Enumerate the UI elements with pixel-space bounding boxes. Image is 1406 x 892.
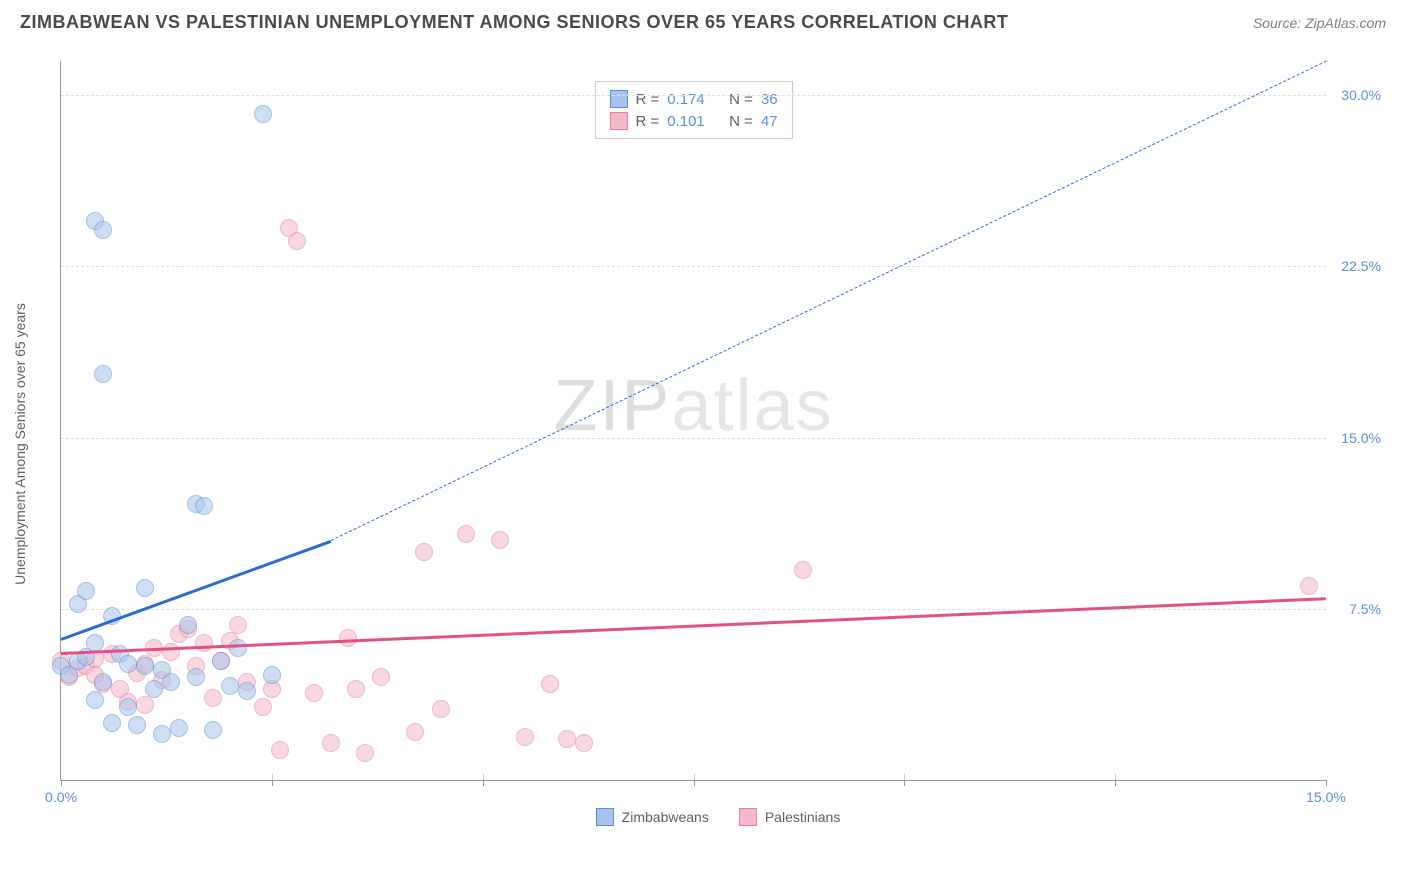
scatter-point-zimbabweans [86,691,104,709]
scatter-point-zimbabweans [153,725,171,743]
scatter-point-palestinians [794,561,812,579]
scatter-point-zimbabweans [195,497,213,515]
scatter-point-zimbabweans [254,105,272,123]
legend-swatch-palestinians [609,112,627,130]
legend-swatch-zimbabweans-2 [596,808,614,826]
legend-swatch-palestinians-2 [739,808,757,826]
scatter-point-palestinians [457,525,475,543]
scatter-point-palestinians [558,730,576,748]
trend-line-zimbabweans-dashed [331,61,1327,541]
scatter-point-palestinians [322,734,340,752]
x-tick-label: 0.0% [45,789,77,805]
scatter-point-zimbabweans [119,655,137,673]
scatter-point-zimbabweans [103,714,121,732]
scatter-point-zimbabweans [94,365,112,383]
gridline-h [61,438,1326,439]
scatter-point-palestinians [271,741,289,759]
trend-line-palestinians [61,597,1326,654]
x-tick [694,780,695,786]
watermark: ZIPatlas [553,365,833,447]
scatter-point-palestinians [1300,577,1318,595]
scatter-point-palestinians [136,696,154,714]
plot-area: ZIPatlas R = 0.174 N = 36 R = 0.101 N = … [60,61,1326,781]
gridline-h [61,266,1326,267]
scatter-point-zimbabweans [179,616,197,634]
y-tick-label: 15.0% [1341,430,1381,446]
gridline-h [61,609,1326,610]
x-tick [1115,780,1116,786]
scatter-point-palestinians [406,723,424,741]
x-tick [1326,780,1327,786]
scatter-point-palestinians [347,680,365,698]
scatter-point-zimbabweans [136,579,154,597]
scatter-point-zimbabweans [187,668,205,686]
stats-legend: R = 0.174 N = 36 R = 0.101 N = 47 [594,81,792,139]
gridline-h [61,95,1326,96]
x-tick-label: 15.0% [1306,789,1346,805]
scatter-point-zimbabweans [204,721,222,739]
y-tick-label: 22.5% [1341,258,1381,274]
scatter-point-zimbabweans [229,639,247,657]
y-axis-label: Unemployment Among Seniors over 65 years [12,303,28,585]
scatter-point-palestinians [204,689,222,707]
scatter-point-zimbabweans [94,221,112,239]
scatter-point-palestinians [305,684,323,702]
scatter-point-zimbabweans [238,682,256,700]
scatter-point-palestinians [541,675,559,693]
scatter-point-zimbabweans [145,680,163,698]
y-tick-label: 7.5% [1349,601,1381,617]
scatter-point-zimbabweans [77,582,95,600]
x-tick [483,780,484,786]
scatter-point-zimbabweans [119,698,137,716]
scatter-point-zimbabweans [94,673,112,691]
x-axis-legend: Zimbabweans Palestinians [50,808,1386,826]
scatter-point-palestinians [372,668,390,686]
scatter-point-palestinians [356,744,374,762]
scatter-point-zimbabweans [212,652,230,670]
stats-legend-row-zimbabweans: R = 0.174 N = 36 [609,88,777,110]
scatter-point-palestinians [254,698,272,716]
chart-title: ZIMBABWEAN VS PALESTINIAN UNEMPLOYMENT A… [20,12,1008,33]
scatter-point-zimbabweans [170,719,188,737]
chart-source: Source: ZipAtlas.com [1253,15,1386,31]
scatter-point-palestinians [491,531,509,549]
scatter-point-zimbabweans [162,673,180,691]
y-tick-label: 30.0% [1341,87,1381,103]
scatter-point-palestinians [288,232,306,250]
legend-swatch-zimbabweans [609,90,627,108]
scatter-point-palestinians [229,616,247,634]
x-tick [61,780,62,786]
scatter-point-zimbabweans [136,657,154,675]
x-legend-palestinians: Palestinians [739,808,841,826]
x-legend-zimbabweans: Zimbabweans [596,808,709,826]
scatter-point-palestinians [162,643,180,661]
scatter-point-palestinians [516,728,534,746]
x-tick [904,780,905,786]
chart-container: Unemployment Among Seniors over 65 years… [50,41,1386,831]
x-tick [272,780,273,786]
scatter-point-palestinians [415,543,433,561]
scatter-point-zimbabweans [128,716,146,734]
scatter-point-zimbabweans [221,677,239,695]
scatter-point-zimbabweans [263,666,281,684]
scatter-point-palestinians [195,634,213,652]
scatter-point-palestinians [575,734,593,752]
scatter-point-palestinians [432,700,450,718]
stats-legend-row-palestinians: R = 0.101 N = 47 [609,110,777,132]
